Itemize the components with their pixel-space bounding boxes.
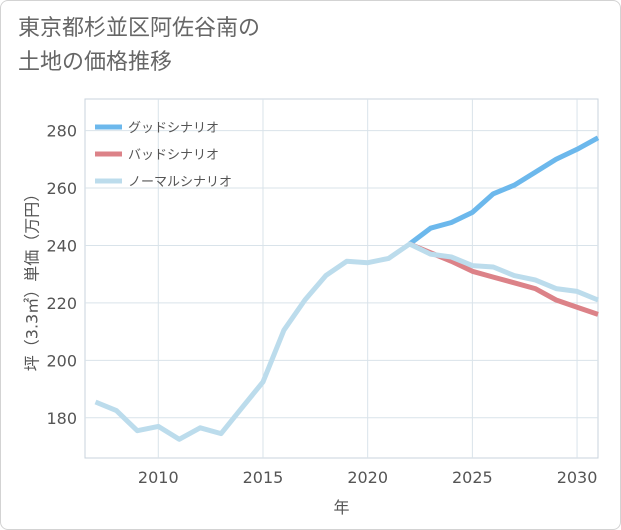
legend-label: グッドシナリオ <box>128 121 219 136</box>
y-axis-title: 坪（3.3㎡）単価（万円） <box>23 186 42 371</box>
y-axis-ticks: 180 200 220 240 260 280 <box>46 122 77 428</box>
x-tick-label: 2030 <box>557 468 598 487</box>
y-tick-label: 180 <box>46 409 77 428</box>
y-tick-label: 220 <box>46 294 77 313</box>
chart-title-line-2: 土地の価格推移 <box>18 50 173 75</box>
y-tick-label: 240 <box>46 236 77 255</box>
legend-label: ノーマルシナリオ <box>128 175 232 190</box>
legend-label: バッドシナリオ <box>128 148 219 163</box>
x-tick-label: 2010 <box>138 468 179 487</box>
x-tick-label: 2020 <box>347 468 388 487</box>
chart-title-line-1: 東京都杉並区阿佐谷南の <box>18 16 261 41</box>
series-line-1 <box>408 135 600 246</box>
series-line-3 <box>94 241 599 442</box>
y-tick-label: 260 <box>46 179 77 198</box>
plot-area <box>84 98 599 459</box>
x-tick-label: 2015 <box>243 468 284 487</box>
series-lines <box>94 135 600 442</box>
x-axis-title: 年 <box>333 498 349 517</box>
x-tick-label: 2025 <box>452 468 493 487</box>
x-axis-ticks: 2010 2015 2020 2025 2030 <box>138 468 597 487</box>
y-tick-label: 200 <box>46 351 77 370</box>
grid-lines <box>85 99 598 458</box>
chart-title: 東京都杉並区阿佐谷南の 土地の価格推移 <box>18 12 260 80</box>
y-tick-label: 280 <box>46 122 77 141</box>
